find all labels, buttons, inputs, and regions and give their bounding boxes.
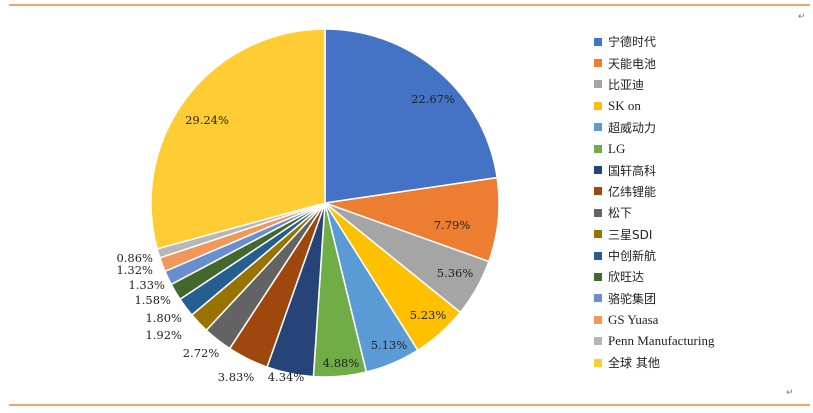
legend-label: LG	[608, 140, 626, 156]
legend-swatch	[594, 80, 602, 89]
legend-swatch	[594, 208, 602, 217]
legend-item: 欣旺达	[594, 266, 715, 287]
legend-swatch	[594, 37, 602, 46]
data-label: 3.83%	[218, 370, 255, 384]
data-label: 0.86%	[116, 251, 153, 265]
legend-item: Penn Manufacturing	[594, 330, 715, 351]
legend-label: 骆驼集团	[608, 291, 657, 306]
legend-swatch	[594, 272, 602, 281]
legend-item: 三星SDI	[594, 224, 715, 245]
legend-item: 松下	[594, 202, 715, 223]
legend-item: 骆驼集团	[594, 288, 715, 309]
data-label: 1.33%	[128, 278, 165, 292]
legend-swatch	[594, 230, 602, 239]
legend-label: 中创新航	[608, 249, 657, 264]
pie-slice	[150, 28, 326, 250]
legend-item: LG	[594, 138, 715, 159]
legend-label: 松下	[608, 206, 633, 221]
legend-item: 宁德时代	[594, 31, 715, 52]
data-label: 4.34%	[268, 370, 305, 384]
data-label: 4.88%	[323, 356, 360, 370]
data-label: 1.58%	[134, 293, 171, 307]
data-label: 22.67%	[411, 92, 455, 106]
legend-item: 全球 其他	[594, 352, 715, 373]
legend-item: GS Yuasa	[594, 309, 715, 330]
legend-label: Penn Manufacturing	[608, 333, 715, 349]
data-label: 2.72%	[183, 346, 220, 360]
paragraph-mark-bottom: ↵	[786, 388, 794, 398]
legend-item: 国轩高科	[594, 159, 715, 180]
data-label: 1.32%	[116, 263, 153, 277]
legend-swatch	[594, 101, 602, 110]
data-label: 29.24%	[185, 113, 229, 127]
legend-label: 超威动力	[608, 120, 657, 135]
legend-label: GS Yuasa	[608, 311, 659, 327]
data-label: 5.23%	[410, 308, 447, 322]
pie-slice	[324, 28, 498, 204]
legend-swatch	[594, 337, 602, 346]
data-label: 5.13%	[371, 338, 408, 352]
legend-swatch	[594, 294, 602, 303]
legend-swatch	[594, 123, 602, 132]
legend-label: 天能电池	[608, 56, 657, 71]
legend-item: 超威动力	[594, 117, 715, 138]
legend-label: 欣旺达	[608, 270, 645, 285]
legend: 宁德时代天能电池比亚迪 SK on 超威动力 LG 国轩高科亿纬锂能松下三星SDI 中创新…	[594, 31, 715, 373]
legend-item: 天能电池	[594, 52, 715, 73]
legend-swatch	[594, 358, 602, 367]
data-label: 1.92%	[145, 328, 182, 342]
data-labels: 22.67% 7.79% 5.36% 5.23% 5.13% 4.88% 4.34% 3.83…	[116, 92, 473, 384]
legend-label: SK on	[608, 97, 641, 113]
legend-item: 比亚迪	[594, 74, 715, 95]
pie-slices	[150, 28, 500, 378]
legend-label: 全球 其他	[608, 356, 660, 371]
data-label: 7.79%	[434, 218, 471, 232]
legend-swatch	[594, 315, 602, 324]
legend-swatch	[594, 187, 602, 196]
paragraph-mark-top: ↵	[798, 12, 806, 22]
legend-swatch	[594, 251, 602, 260]
data-label: 1.80%	[145, 311, 182, 325]
legend-swatch	[594, 166, 602, 175]
legend-label: 国轩高科	[608, 163, 657, 178]
legend-label: 宁德时代	[608, 35, 657, 50]
legend-item: 亿纬锂能	[594, 181, 715, 202]
data-label: 5.36%	[437, 266, 474, 280]
legend-swatch	[594, 144, 602, 153]
legend-label: 三星SDI	[608, 227, 653, 242]
legend-item: 中创新航	[594, 245, 715, 266]
legend-item: SK on	[594, 95, 715, 116]
legend-swatch	[594, 59, 602, 68]
legend-label: 比亚迪	[608, 77, 645, 92]
legend-label: 亿纬锂能	[608, 184, 657, 199]
